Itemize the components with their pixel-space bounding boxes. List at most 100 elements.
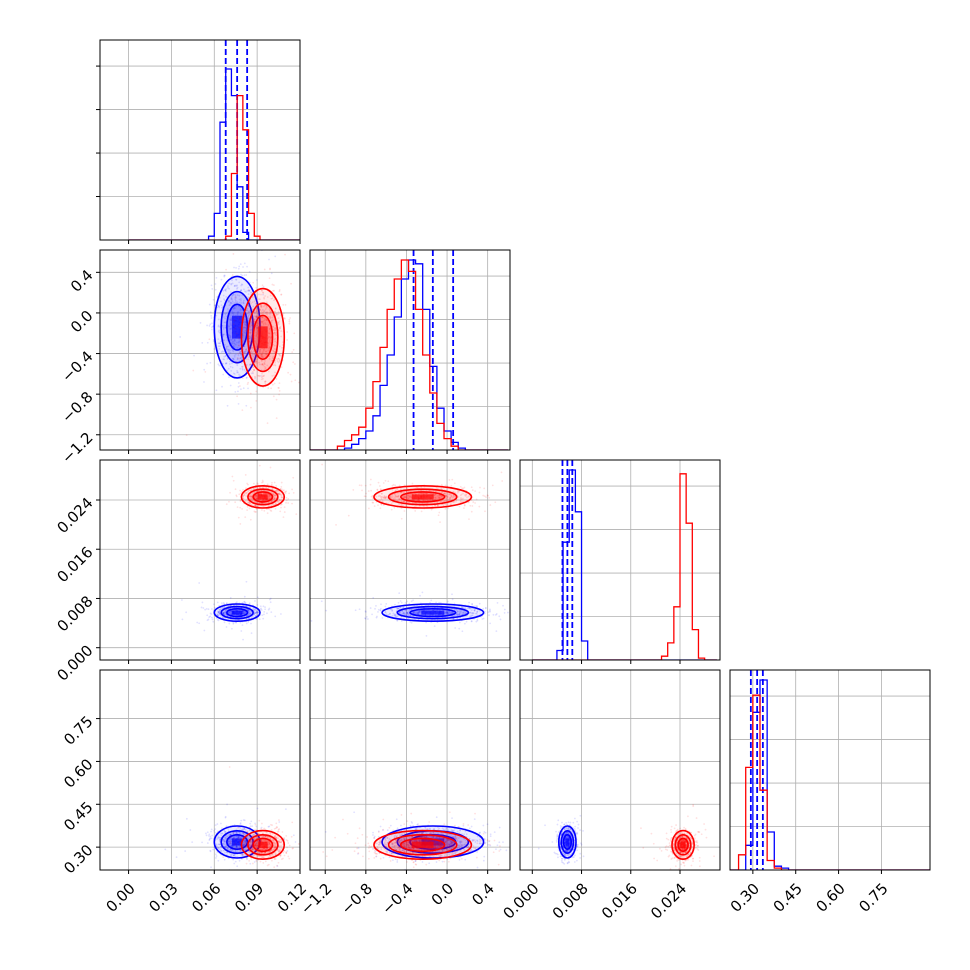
sample-point	[259, 305, 262, 308]
sample-point	[242, 326, 245, 329]
sample-point	[391, 610, 394, 612]
sample-point	[272, 395, 275, 398]
sample-point	[275, 313, 278, 316]
sample-point	[256, 497, 258, 500]
sample-point	[426, 499, 429, 502]
sample-point	[222, 612, 225, 614]
sample-point	[232, 831, 235, 834]
sample-point	[429, 498, 432, 501]
sample-point	[272, 498, 275, 501]
sample-point	[272, 493, 274, 496]
sample-point	[181, 599, 183, 601]
sample-point	[253, 321, 255, 324]
sample-point	[404, 612, 406, 615]
sample-point	[253, 368, 255, 371]
sample-point	[227, 840, 230, 843]
sample-point	[254, 615, 257, 617]
sample-point	[419, 611, 422, 613]
sample-point	[395, 615, 398, 618]
sample-point	[396, 495, 398, 498]
sample-point	[459, 612, 461, 615]
sample-point	[250, 488, 253, 491]
sample-point	[279, 493, 281, 496]
sample-point	[464, 495, 467, 497]
sample-point	[231, 357, 234, 360]
sample-point	[395, 489, 397, 492]
sample-point	[266, 364, 269, 367]
sample-point	[297, 381, 300, 384]
sample-point	[257, 323, 260, 326]
sample-point	[228, 611, 230, 614]
sample-point	[265, 499, 267, 501]
sample-point	[255, 494, 258, 497]
sample-point	[460, 609, 463, 612]
sample-point	[228, 833, 231, 836]
sample-point	[488, 496, 491, 499]
sample-point	[191, 841, 194, 844]
sample-point	[443, 500, 446, 503]
sample-point	[434, 504, 437, 507]
sample-point	[260, 609, 263, 611]
sample-point	[242, 302, 245, 305]
sample-point	[387, 613, 390, 616]
sample-point	[416, 486, 419, 489]
sample-point	[407, 614, 410, 616]
sample-point	[393, 498, 396, 501]
sample-point	[425, 492, 427, 495]
sample-point	[472, 501, 475, 503]
sample-point	[398, 611, 401, 614]
sample-point	[265, 307, 268, 310]
sample-point	[412, 611, 415, 614]
sample-point	[261, 363, 264, 366]
sample-point	[209, 837, 211, 840]
sample-point	[250, 302, 252, 305]
sample-point	[250, 406, 252, 409]
sample-point	[257, 483, 259, 485]
sample-point	[422, 499, 425, 502]
sample-point	[230, 339, 233, 342]
sample-point	[232, 340, 235, 343]
sample-point	[242, 610, 244, 613]
sample-point	[437, 514, 440, 517]
sample-point	[262, 312, 265, 314]
sample-point	[216, 601, 219, 604]
sample-point	[240, 853, 243, 856]
sample-point	[385, 602, 388, 605]
sample-point	[381, 495, 384, 498]
sample-point	[406, 497, 409, 500]
sample-point	[263, 374, 265, 377]
sample-point	[261, 502, 263, 505]
sample-point	[372, 501, 375, 504]
sample-point	[236, 364, 239, 367]
sample-point	[273, 497, 276, 499]
sample-point	[232, 850, 235, 853]
sample-point	[231, 310, 234, 313]
sample-point	[265, 312, 268, 315]
sample-point	[251, 324, 254, 327]
sample-point	[261, 284, 264, 287]
sample-point	[269, 341, 272, 344]
sample-point	[239, 318, 241, 321]
sample-point	[259, 363, 261, 366]
sample-point	[390, 608, 393, 611]
sample-point	[230, 282, 233, 285]
sample-point	[284, 490, 287, 493]
sample-point	[292, 348, 295, 351]
sample-point	[247, 304, 250, 307]
sample-point	[407, 497, 410, 500]
hist-panel-2	[519, 459, 721, 664]
sample-point	[230, 612, 233, 615]
sample-point	[478, 602, 481, 605]
sample-point	[217, 614, 219, 617]
sample-point	[364, 611, 367, 613]
sample-point	[280, 613, 282, 615]
sample-point	[237, 311, 240, 313]
sample-point	[404, 601, 407, 604]
sample-point	[217, 611, 220, 614]
sample-point	[456, 614, 459, 617]
sample-point	[225, 602, 228, 605]
sample-point	[237, 382, 240, 384]
sample-point	[218, 364, 221, 367]
sample-point	[241, 377, 244, 380]
sample-point	[455, 501, 457, 503]
